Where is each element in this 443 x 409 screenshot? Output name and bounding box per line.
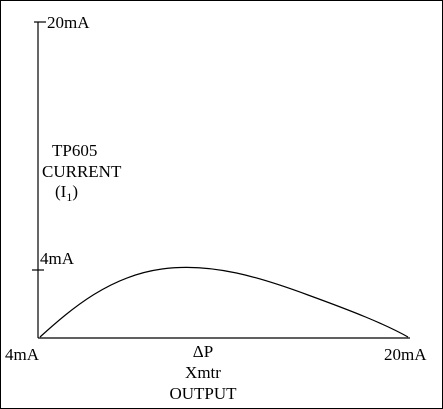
x-axis-title-line-3: OUTPUT	[169, 384, 237, 403]
x-axis-left-label: 4mA	[5, 345, 40, 364]
y-axis-title-symbol: (I1)	[55, 182, 78, 204]
y-axis-title-line-1: TP605	[52, 141, 97, 160]
current-symbol: I	[61, 182, 67, 201]
x-axis-title-line-2: Xmtr	[185, 363, 221, 382]
y-axis-4ma-label: 4mA	[40, 249, 75, 268]
y-axis-title-line-2: CURRENT	[42, 162, 122, 181]
x-axis-title-line-1: ΔP	[193, 342, 213, 361]
current-subscript: 1	[66, 190, 72, 204]
response-curve	[39, 266, 409, 338]
y-axis-top-label: 20mA	[47, 13, 90, 32]
x-axis-right-label: 20mA	[384, 345, 427, 364]
